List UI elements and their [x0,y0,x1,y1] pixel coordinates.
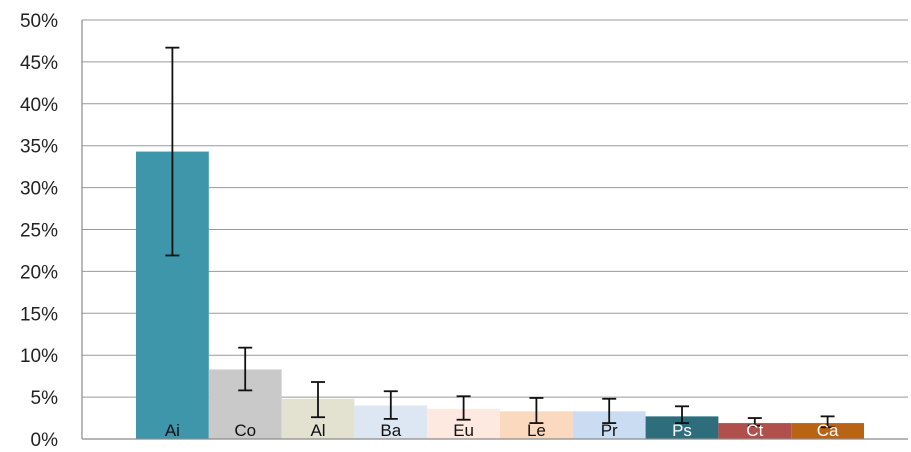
error-bar-le [529,397,544,424]
error-bar-ca [820,415,835,429]
y-tick-label: 15% [20,304,58,325]
y-tick-label: 35% [20,137,58,158]
bar-ct [718,423,792,439]
y-tick-label: 10% [20,346,58,367]
bar-ps [645,416,719,439]
error-bar-ct [747,417,762,427]
bar-labels: Ai Co Al Ba Eu Le Pr Ps Ct Ca [165,421,839,440]
category-label: Pr [601,421,618,440]
error-bar-eu [456,395,471,421]
y-tick-label: 20% [20,262,58,283]
gridlines [82,19,908,398]
y-tick-label: 40% [20,95,58,116]
bar-ca [791,423,864,439]
category-label: Eu [453,421,474,440]
category-label: Ps [672,421,692,440]
category-label: Le [527,421,546,440]
y-axis-labels: 0% 5% 10% 15% 20% 25% 30% 35% 40% 45% 50% [20,11,58,451]
category-label: Ai [165,421,180,440]
y-tick-label: 0% [31,430,59,451]
error-bar-ps [675,405,689,424]
y-tick-label: 5% [31,388,59,409]
bars [136,151,864,440]
category-label: Ca [817,421,839,440]
error-bars [165,46,835,429]
category-label: Ct [746,421,763,440]
error-bar-ba [383,390,398,420]
y-tick-label: 50% [20,11,58,32]
y-tick-label: 30% [20,179,58,200]
y-tick-label: 45% [20,53,58,74]
category-label: Ba [380,421,401,440]
error-bar-ai [165,46,180,257]
category-label: Co [234,421,256,440]
error-bar-pr [602,397,617,424]
error-bar-co [238,346,253,392]
error-bar-al [311,381,325,419]
category-label: Al [310,421,325,440]
y-tick-label: 25% [20,221,58,242]
